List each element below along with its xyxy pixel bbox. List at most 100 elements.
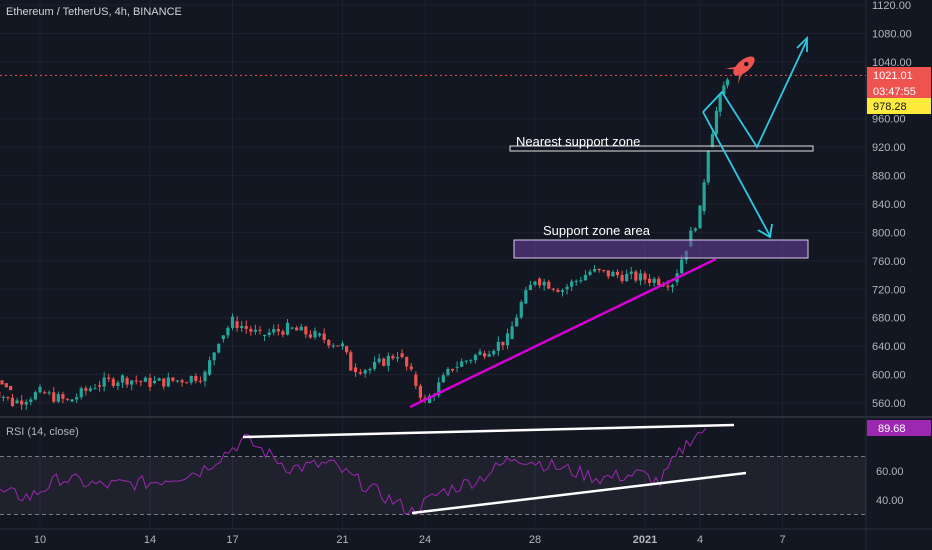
last-price-label: 1021.01: [873, 70, 913, 82]
alert-price-label: 978.28: [873, 101, 907, 113]
candle-body-15: [56, 394, 60, 402]
price-tick-label-2: 1040.00: [872, 57, 912, 69]
x-tick-label-4: 24: [419, 534, 431, 546]
candle-body-109: [487, 354, 491, 357]
candle-body-106: [473, 354, 478, 361]
candle-body-31: [130, 380, 134, 385]
candle-body-72: [317, 333, 322, 336]
candle-body-19: [75, 397, 79, 400]
candle-body-126: [565, 286, 569, 290]
candle-body-154: [693, 228, 698, 231]
candle-body-13: [47, 392, 51, 394]
candle-body-68: [299, 326, 303, 331]
candle-body-71: [313, 330, 317, 338]
price-tick-label-4: 920.00: [872, 142, 906, 154]
price-tick-label-13: 560.00: [872, 398, 906, 410]
candle-body-38: [162, 378, 166, 387]
candle-body-39: [166, 377, 170, 387]
candle-body-116: [519, 302, 523, 318]
candle-body-36: [152, 380, 157, 384]
projection-down-path: [702, 111, 771, 237]
candle-body-87: [386, 355, 390, 366]
price-tick-label-12: 600.00: [872, 370, 906, 382]
candle-body-98: [437, 382, 441, 396]
x-tick-label-8: 7: [779, 534, 785, 546]
price-tick-label-5: 880.00: [872, 171, 906, 183]
candle-body-52: [226, 327, 230, 336]
candle-body-22: [88, 388, 93, 391]
candle-body-117: [524, 290, 528, 304]
price-tick-label-6: 840.00: [872, 199, 906, 211]
rsi-lower-trendline: [411, 471, 747, 515]
candle-body-81: [358, 372, 362, 374]
candle-body-124: [556, 289, 560, 292]
candle-body-34: [143, 377, 148, 382]
candle-body-82: [363, 370, 367, 374]
candle-body-6: [15, 400, 19, 403]
x-tick-label-0: 10: [34, 534, 46, 546]
candle-body-18: [70, 399, 74, 402]
candle-body-54: [235, 321, 239, 328]
candle-body-46: [198, 380, 203, 382]
candle-body-74: [327, 339, 331, 346]
candle-body-73: [322, 333, 326, 340]
arrow-head-down: [757, 223, 773, 239]
candle-body-122: [547, 281, 551, 289]
candle-body-108: [482, 353, 487, 357]
candle-body-20: [79, 388, 83, 398]
candle-body-50: [217, 343, 221, 353]
candle-body-79: [349, 352, 353, 371]
candle-body-160: [718, 94, 722, 112]
candle-body-104: [464, 360, 468, 362]
candle-body-5: [10, 397, 15, 407]
candle-body-139: [625, 273, 629, 282]
price-axis: 1120.00 1080.00 1040.00 960.00 920.00 880.00 8…: [872, 0, 912, 507]
candle-body-12: [42, 392, 47, 394]
candle-body-148: [666, 285, 670, 288]
candle-body-91: [405, 357, 409, 367]
candle-body-32: [134, 380, 138, 382]
candle-body-110: [492, 350, 496, 355]
candle-body-63: [276, 329, 280, 332]
x-tick-label-3: 21: [336, 534, 348, 546]
x-tick-label-6: 2021: [633, 534, 657, 546]
candle-body-96: [427, 395, 432, 403]
countdown-label: 03:47:55: [873, 86, 916, 98]
rocket-body: [733, 56, 755, 76]
candle-body-70: [308, 334, 313, 338]
candle-body-115: [515, 317, 519, 327]
rocket-fin-top: [725, 66, 737, 70]
candle-body-88: [391, 355, 395, 359]
candle-body-60: [262, 334, 267, 336]
candle-body-37: [157, 378, 161, 381]
ascending-trendline: [409, 257, 717, 409]
candle-body-84: [372, 361, 377, 369]
candle-body-85: [377, 358, 381, 362]
price-tick-label-1: 1080.00: [872, 28, 912, 40]
candle-body-113: [505, 333, 510, 346]
candle-body-67: [295, 327, 299, 331]
candle-early-0: [0, 380, 4, 385]
candle-body-57: [249, 328, 253, 332]
rsi-value-label: 89.68: [878, 423, 906, 435]
candle-body-125: [560, 290, 565, 292]
candle-body-92: [409, 366, 413, 370]
candle-body-118: [528, 284, 533, 291]
rsi-line: [0, 427, 707, 515]
rsi-upper-trendline: [242, 423, 735, 439]
candle-body-162: [725, 79, 730, 86]
candle-body-133: [597, 268, 601, 271]
candle-body-159: [714, 110, 719, 135]
candle-body-40: [171, 377, 175, 381]
candle-body-3: [1, 396, 5, 398]
candle-body-53: [230, 316, 235, 328]
candle-body-129: [579, 280, 583, 282]
rsi-value-label-bg: [867, 419, 931, 436]
candle-body-23: [93, 388, 97, 390]
candle-body-158: [710, 134, 714, 148]
rsi-series: [0, 427, 707, 515]
candle-body-7: [20, 400, 24, 405]
rsi-tick-label-1: 40.00: [876, 495, 904, 507]
